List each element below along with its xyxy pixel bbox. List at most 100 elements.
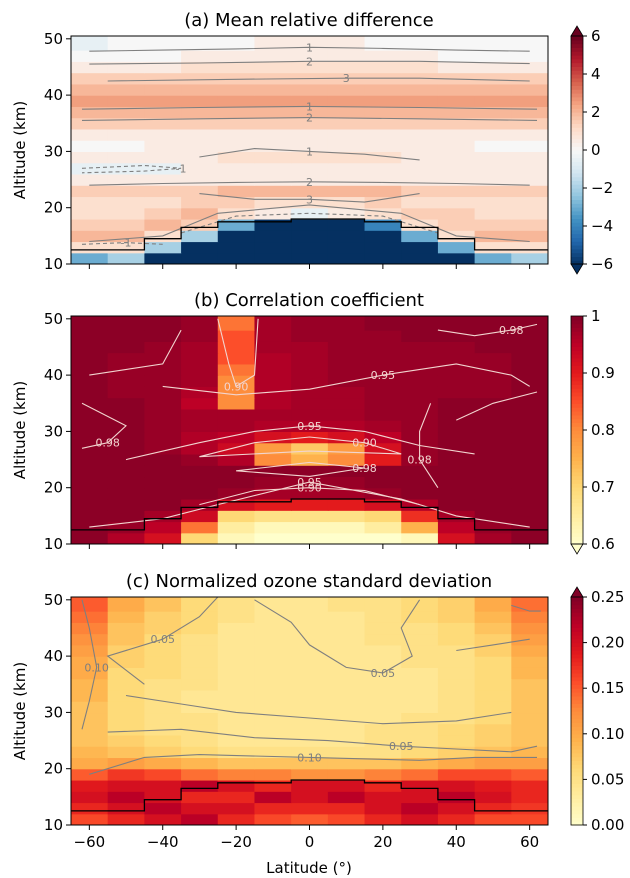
colorbar-frame (570, 596, 584, 826)
heatmap-cell (474, 316, 512, 331)
heatmap-cell (71, 252, 109, 264)
heatmap-cell (511, 61, 548, 74)
contour-line (81, 117, 538, 121)
colorbar-segment (571, 464, 583, 469)
heatmap-cell (291, 83, 329, 96)
colorbar-segment (571, 730, 583, 735)
heatmap-cell (327, 701, 366, 714)
heatmap-cell (181, 712, 219, 725)
heatmap-cell (437, 185, 476, 198)
heatmap-cell (144, 678, 182, 691)
panel-a-axes: 10 20 30 40 50 (44, 30, 531, 273)
heatmap-cell (71, 431, 109, 444)
colorbar-segment (571, 184, 583, 189)
heatmap-cell (217, 487, 256, 500)
colorbar-segment (571, 127, 583, 132)
heatmap-cell (401, 352, 439, 365)
heatmap-cell (107, 734, 145, 747)
heatmap-cell (437, 734, 476, 747)
heatmap-cell (364, 408, 402, 421)
heatmap-cell (401, 185, 439, 198)
heatmap-cell (364, 241, 402, 254)
heatmap-cell (327, 341, 366, 354)
heatmap-cell (291, 196, 329, 209)
heatmap-cell (437, 341, 476, 354)
heatmap-cell (71, 386, 109, 399)
colorbar-segment (571, 414, 583, 420)
contour-label: 0.05 (371, 667, 396, 680)
heatmap-cell (107, 622, 145, 635)
colorbar-segment (571, 502, 583, 507)
heatmap-cell (364, 218, 402, 231)
heatmap-cell (511, 185, 548, 198)
heatmap-cell (144, 83, 182, 96)
heatmap-cell (511, 36, 548, 51)
heatmap-cell (437, 252, 476, 264)
heatmap-cell (291, 746, 329, 759)
heatmap-cell (437, 667, 476, 680)
colorbar-segment (571, 252, 583, 257)
heatmap-cell (217, 140, 256, 153)
colorbar-segment (571, 699, 583, 704)
heatmap-cell (364, 341, 402, 354)
heatmap-cell (144, 61, 182, 74)
heatmap-cell (401, 746, 439, 759)
colorbar-segment (571, 203, 583, 208)
heatmap-cell (401, 50, 439, 62)
colorbar-segment (571, 395, 583, 401)
heatmap-cell (474, 173, 512, 186)
heatmap-cell (401, 656, 439, 668)
heatmap-cell (327, 746, 366, 759)
colorbar-segment (571, 388, 583, 393)
y-tick-label: 30 (44, 422, 63, 440)
colorbar-segment (571, 180, 583, 185)
heatmap-cell (144, 128, 182, 141)
heatmap-cell (327, 431, 366, 444)
heatmap-cell (327, 791, 366, 804)
heatmap-cell (144, 330, 182, 342)
heatmap-cell (327, 712, 366, 725)
colorbar-segment (571, 487, 583, 492)
contour-line (89, 46, 530, 52)
heatmap-cell (474, 151, 512, 164)
colorbar-segment (571, 233, 583, 238)
heatmap-cell (71, 779, 109, 792)
heatmap-cell (71, 498, 109, 511)
heatmap-cell (327, 151, 366, 164)
heatmap-cell (291, 532, 329, 544)
heatmap-cell (107, 768, 145, 781)
heatmap-cell (401, 465, 439, 478)
heatmap-cell (364, 656, 402, 668)
heatmap-cell (401, 106, 439, 119)
heatmap-cell (474, 746, 512, 759)
colorbar-segment (571, 479, 583, 484)
heatmap-cell (364, 746, 402, 759)
heatmap-cell (181, 487, 219, 500)
heatmap-cell (144, 173, 182, 186)
contour-line (456, 391, 538, 421)
heatmap-cell (327, 173, 366, 186)
contour-line (419, 403, 439, 489)
heatmap-cell (71, 633, 109, 646)
heatmap-cell (474, 363, 512, 376)
heatmap-cell (254, 185, 292, 198)
heatmap-cell (254, 363, 292, 376)
colorbar-segment (571, 142, 583, 147)
colorbar-segment (571, 513, 583, 518)
x-tick-label: 20 (373, 833, 392, 851)
heatmap-cell (254, 408, 292, 421)
heatmap-cell (71, 757, 109, 770)
heatmap-cell (181, 791, 219, 804)
heatmap-cell (71, 50, 109, 62)
colorbar-segment (571, 191, 583, 197)
heatmap-cell (511, 611, 548, 623)
heatmap-cell (181, 95, 219, 107)
heatmap-cell (181, 196, 219, 209)
contour-label: 0.05 (150, 633, 175, 646)
panel-c-title: (c) Normalized ozone standard deviation (126, 571, 492, 592)
colorbar-segment (571, 714, 583, 720)
heatmap-cell (364, 50, 402, 62)
heatmap-cell (511, 633, 548, 646)
heatmap-cell (291, 316, 329, 331)
